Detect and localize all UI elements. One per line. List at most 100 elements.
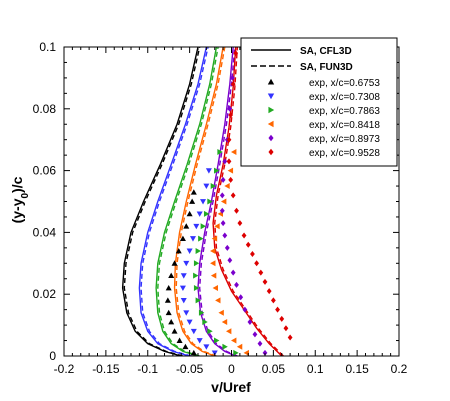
series-3-exp-point [215,297,221,304]
series-5-fun3d-line [214,47,284,356]
series-1-exp-point [190,328,197,335]
series-0-exp-point [176,337,183,343]
series-0-exp-point [164,297,171,303]
series-1-exp-point [196,338,203,344]
legend-label: exp, x/c=0.8973 [309,134,380,145]
series-0-exp-point [183,223,190,229]
x-tick-label: -0.1 [137,362,158,376]
series-5-exp-point [228,111,234,118]
series-3-exp-point [211,235,218,242]
series-2-exp-point [193,260,200,267]
series-5-exp-point [275,306,280,313]
series-1-exp-point [189,236,196,242]
legend-marker-diamond [268,148,274,156]
series-4-exp-point [220,220,226,227]
legend-marker-triangle-left [267,120,274,128]
y-tick-label: 0.06 [33,164,57,178]
series-1-exp-point [193,223,200,230]
x-tick-label: 0.15 [345,362,369,376]
series-5-exp-point [287,334,293,341]
series-2-cfl3d-line [155,47,218,356]
series-1-exp-point [205,168,212,174]
x-axis: -0.2 -0.15 -0.1 -0.05 0 0.05 0.1 0.15 0.2 [54,47,408,376]
series-5-exp-point [234,207,239,214]
series-5-exp-point [283,325,289,332]
series-0-exp-point [168,319,175,325]
series-3-exp-point [210,247,216,254]
series-5-exp-point [270,297,276,304]
y-axis: 0 0.02 0.04 0.06 0.08 0.1 [33,40,399,363]
series-0-exp-point [190,349,197,356]
series-3-exp-point [220,198,227,205]
legend-marker-triangle-down [267,93,275,100]
x-axis-title: v/Uref [211,379,251,395]
series-4-exp-point [227,257,233,264]
series-4-exp-point [262,349,268,356]
series-1-exp-point [203,183,210,190]
legend-marker-triangle-up [267,78,275,85]
series-4-exp-point [222,158,228,165]
series-0-exp-point [165,309,172,316]
series-0-exp-point [171,260,178,266]
y-tick-label: 0.04 [33,225,57,239]
y-axis-title-sub: 0 [20,193,31,199]
series-0-exp-point [182,343,189,350]
series-2-exp-point [193,285,200,292]
series-0-exp-point [175,247,182,254]
series-5-exp-point [250,251,255,258]
series-2-exp-point [195,247,201,254]
x-tick-label: -0.15 [92,362,120,376]
x-tick-label: 0 [228,362,235,376]
x-tick-label: 0.2 [391,362,408,376]
y-axis-title-a: (y-y [9,198,25,223]
series-2-exp-point [210,183,217,190]
series-5-exp-point [262,278,268,285]
series-3-exp-point [231,149,237,156]
series-4-exp-point [230,269,236,276]
series-0-exp-point [168,272,175,279]
series-1-fun3d-line [140,47,209,356]
series-5-exp-point [226,158,232,165]
y-tick-label: 0.08 [33,102,57,116]
series-3-exp-point [225,328,232,335]
legend: SA, CFL3D SA, FUN3D exp, x/c=0.6753 exp, x/… [240,37,398,167]
series-3-exp-point [231,337,237,344]
y-tick-label: 0 [49,349,56,363]
series-2-exp-point [217,149,223,156]
series-5-exp-point [228,176,234,183]
y-tick-label: 0.1 [39,40,56,54]
series-2-exp-point [195,297,201,304]
series-3-exp-point [214,223,220,230]
series-3-exp-point [218,309,224,316]
series-4-exp-point [252,331,258,338]
series-5-cfl3d-line [212,47,283,356]
series-1-exp-point [203,344,210,350]
series-5-exp-point [233,50,239,57]
legend-label: exp, x/c=0.7863 [309,106,380,117]
legend-marker-diamond [268,134,274,142]
series-1-exp-point [186,319,193,326]
series-0-exp-point [165,285,172,291]
series-2-exp-point [198,309,205,316]
series-3-exp-point [210,260,216,267]
series-4-fun3d-line [198,47,238,356]
series-2-exp-point [207,198,213,205]
series-2-exp-point [222,343,228,350]
series-2-exp-point [198,235,204,242]
series-2-exp-point [214,167,220,174]
plot-markers [164,50,293,356]
series-3-fun3d-line [175,47,226,356]
series-0-exp-point [171,328,178,334]
series-5-exp-point [230,192,236,199]
series-1-exp-point [200,199,207,205]
series-0-exp-point [190,189,197,195]
series-4-exp-point [229,74,235,81]
series-0-exp-point [179,235,186,241]
series-5-exp-point [230,81,236,88]
series-5-exp-point [258,269,264,276]
series-5-exp-point [245,241,251,248]
series-3-exp-point [236,343,243,350]
legend-marker-triangle-right [268,106,275,114]
series-5-exp-point [237,220,243,227]
